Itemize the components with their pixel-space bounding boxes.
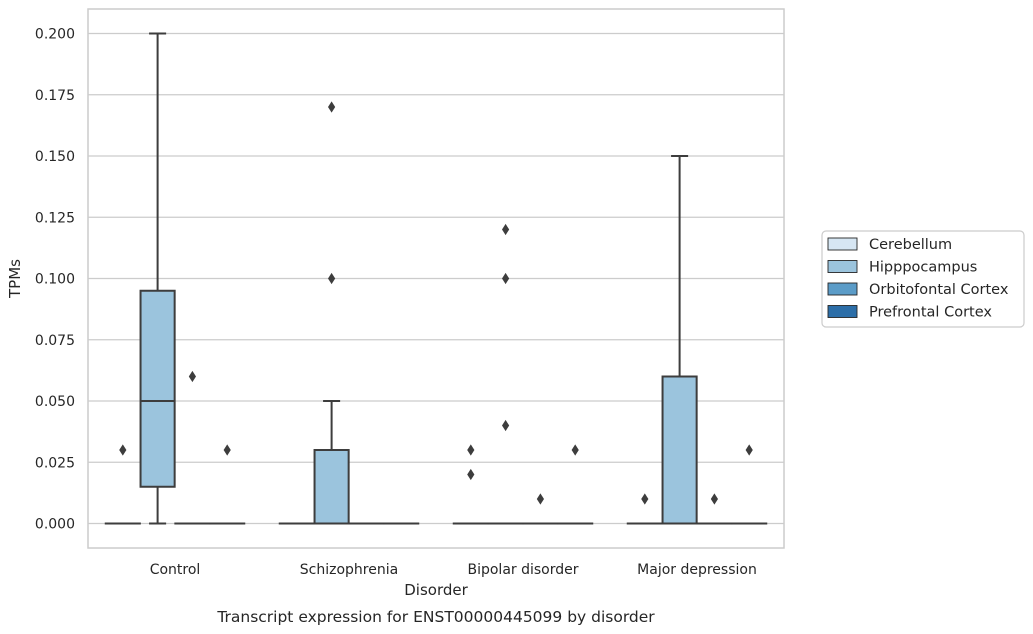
box-hipppocampus	[661, 155, 698, 525]
x-tick-label: Schizophrenia	[300, 562, 398, 578]
chart-caption: Transcript expression for ENST0000044509…	[216, 608, 655, 626]
y-tick-label: 0.025	[35, 455, 75, 471]
outlier-point	[502, 272, 510, 285]
outlier-point	[641, 493, 649, 505]
y-axis-ticks: 0.000 0.025 0.050 0.075 0.100 0.125 0.150 0.175…	[35, 27, 75, 533]
box-orbitofontal-cortex	[174, 370, 211, 525]
box-hipppocampus	[313, 101, 350, 525]
x-tick-label: Bipolar disorder	[467, 562, 578, 578]
box-hipppocampus	[139, 32, 176, 525]
box-hipppocampus	[487, 223, 524, 525]
y-tick-label: 0.200	[35, 27, 75, 43]
outlier-point	[119, 444, 127, 456]
outlier-point	[328, 101, 336, 113]
gridlines	[88, 32, 784, 525]
y-tick-label: 0.150	[35, 149, 75, 165]
legend-swatch	[827, 237, 858, 251]
box	[313, 449, 350, 525]
x-tick-label: Control	[150, 562, 201, 578]
legend-label: Prefrontal Cortex	[869, 305, 992, 321]
outlier-point	[328, 272, 336, 285]
box-cerebellum	[626, 493, 663, 525]
outlier-point	[467, 468, 475, 481]
y-axis-label: TPMs	[6, 259, 24, 299]
legend: Cerebellum Hipppocampus Orbitofontal Corte…	[821, 230, 1025, 328]
outlier-point	[710, 493, 718, 505]
outlier-point	[467, 444, 475, 456]
outlier-point	[536, 493, 544, 505]
outlier-point	[223, 444, 231, 456]
y-tick-label: 0.075	[35, 333, 75, 349]
legend-frame	[821, 230, 1025, 328]
legend-label: Hipppocampus	[869, 260, 977, 276]
outlier-point	[502, 223, 510, 236]
plot-area	[104, 32, 768, 525]
legend-swatch	[827, 282, 858, 296]
box	[661, 375, 698, 525]
outlier-point	[188, 370, 196, 383]
box-cerebellum	[452, 444, 489, 525]
legend-label: Cerebellum	[869, 237, 952, 253]
x-axis-ticks: Control Schizophrenia Bipolar disorder Majo…	[150, 562, 757, 578]
box-prefrontal-cortex	[731, 444, 768, 525]
legend-label: Orbitofontal Cortex	[869, 282, 1009, 298]
y-tick-label: 0.000	[35, 517, 75, 533]
box-cerebellum	[104, 444, 141, 525]
x-axis-label: Disorder	[404, 581, 468, 599]
outlier-point	[502, 419, 510, 432]
box-prefrontal-cortex	[557, 444, 594, 525]
y-tick-label: 0.175	[35, 88, 75, 104]
outlier-point	[745, 444, 753, 456]
box-orbitofontal-cortex	[522, 493, 559, 525]
plot-frame	[87, 8, 785, 549]
outlier-point	[571, 444, 579, 456]
y-tick-label: 0.050	[35, 394, 75, 410]
box-prefrontal-cortex	[209, 444, 246, 525]
box	[139, 289, 176, 488]
legend-swatch	[827, 260, 858, 273]
legend-swatch	[827, 305, 858, 318]
box-orbitofontal-cortex	[696, 493, 733, 525]
x-tick-label: Major depression	[637, 562, 757, 578]
y-tick-label: 0.125	[35, 210, 75, 226]
y-tick-label: 0.100	[35, 272, 75, 288]
